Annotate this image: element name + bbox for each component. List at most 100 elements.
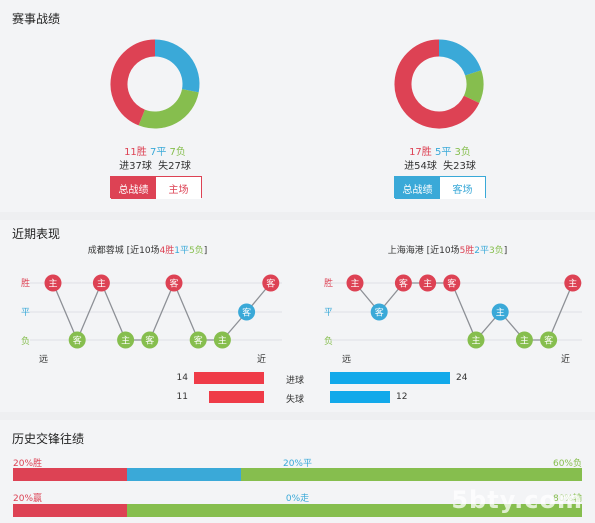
left-far-label: 远 [39, 355, 49, 365]
venue-label: 主 [121, 335, 130, 347]
venue-label: 客 [375, 307, 384, 319]
season-record-section: 赛事战绩 11胜 7平 7负 进37球 失27球 总战绩 主场 17胜 5平 3… [0, 0, 595, 212]
section-title: 历史交锋往绩 [12, 432, 85, 446]
draw-slice [154, 39, 200, 93]
left-near-label: 近 [257, 355, 267, 365]
head-to-head-section: 历史交锋往绩 20%胜 20%平 60%负 20%赢 0%走 80%输 5bty… [0, 420, 595, 523]
h2h-handicap-win-label: 20%赢 [13, 494, 43, 504]
left-wins: 11胜 [124, 147, 147, 158]
right-conceded-bar [330, 391, 390, 403]
right-form-header: 上海海港 [近10场5胜2平3负] [387, 246, 508, 256]
left-tabs: 总战绩 主场 [110, 176, 202, 199]
right-wins: 17胜 [409, 147, 432, 158]
h2h-handicap-loss-segment [126, 504, 582, 517]
match-marker-win[interactable] [394, 274, 412, 292]
venue-label: 客 [447, 278, 456, 290]
venue-label: 主 [568, 278, 577, 290]
draw-slice [438, 39, 482, 76]
right-team-name: 上海海港 [387, 246, 424, 256]
match-marker-loss[interactable] [213, 331, 231, 349]
match-marker-win[interactable] [44, 274, 62, 292]
venue-label: 客 [399, 278, 408, 290]
left-form-header: 成都蓉城 [近10场4胜1平5负] [87, 246, 208, 256]
left-draws: 7平 [149, 147, 167, 158]
h2h-result-bar [13, 468, 582, 481]
match-marker-draw[interactable] [238, 303, 256, 321]
left-goals-bar [194, 372, 264, 384]
match-marker-win[interactable] [419, 274, 437, 292]
match-marker-draw[interactable] [370, 303, 388, 321]
conceded-label: 失球 [286, 395, 305, 405]
match-marker-win[interactable] [346, 274, 364, 292]
left-goals-line: 进37球 失27球 [119, 161, 191, 172]
h2h-win-segment [13, 468, 127, 481]
tab-total-record[interactable]: 总战绩 [395, 177, 440, 199]
venue-label: 客 [73, 335, 82, 347]
match-marker-loss[interactable] [141, 331, 159, 349]
venue-label: 主 [471, 335, 480, 347]
right-losses: 3负 [454, 147, 471, 158]
form-line [52, 281, 272, 342]
tab-away[interactable]: 客场 [440, 177, 485, 199]
right-goals-bar [330, 372, 450, 384]
match-marker-win[interactable] [564, 274, 582, 292]
right-goals-value: 24 [456, 373, 468, 383]
left-team-name: 成都蓉城 [87, 246, 124, 256]
right-near-label: 近 [561, 355, 571, 365]
h2h-loss-segment [240, 468, 582, 481]
left-conceded-bar [209, 391, 264, 403]
row-label-loss: 负 [21, 337, 31, 347]
win-slice [394, 39, 480, 129]
venue-label: 客 [145, 335, 154, 347]
right-donut-chart [394, 39, 484, 129]
venue-label: 主 [97, 278, 106, 290]
venue-label: 主 [350, 278, 359, 290]
left-losses: 7负 [169, 147, 186, 158]
match-marker-win[interactable] [92, 274, 110, 292]
venue-label: 客 [544, 335, 553, 347]
tab-total-record[interactable]: 总战绩 [111, 177, 156, 199]
goals-label: 进球 [286, 376, 305, 386]
form-line [354, 282, 574, 342]
h2h-handicap-loss-label: 80%输 [552, 494, 582, 504]
right-tabs: 总战绩 客场 [394, 176, 486, 199]
row-label-win: 胜 [324, 279, 334, 289]
section-title: 赛事战绩 [12, 12, 61, 26]
match-marker-loss[interactable] [189, 331, 207, 349]
match-marker-loss[interactable] [117, 331, 135, 349]
win-slice [110, 39, 156, 126]
h2h-draw-label: 20%平 [282, 459, 312, 469]
tab-home[interactable]: 主场 [156, 177, 201, 199]
right-record-line: 17胜 5平 3负 [285, 143, 595, 158]
match-marker-loss[interactable] [68, 331, 86, 349]
venue-label: 客 [169, 278, 178, 290]
match-marker-win[interactable] [443, 274, 461, 292]
h2h-handicap-win-segment [13, 504, 127, 517]
row-label-draw: 平 [324, 308, 334, 318]
h2h-handicap-push-label: 0%走 [285, 494, 310, 504]
match-marker-win[interactable] [165, 274, 183, 292]
venue-label: 主 [423, 278, 432, 290]
recent-form-section: 近期表现 成都蓉城 [近10场4胜1平5负] 上海海港 [近10场5胜2平3负]… [0, 220, 595, 412]
h2h-draw-segment [126, 468, 241, 481]
match-marker-loss[interactable] [540, 331, 558, 349]
venue-label: 主 [496, 307, 505, 319]
watermark-logo: 5bty.com [451, 486, 583, 514]
venue-label: 客 [194, 335, 203, 347]
right-far-label: 远 [342, 355, 352, 365]
left-conceded-value: 11 [176, 392, 188, 402]
match-marker-draw[interactable] [491, 303, 509, 321]
h2h-win-label: 20%胜 [13, 459, 43, 469]
right-goals-line: 进54球 失23球 [404, 161, 476, 172]
match-marker-loss[interactable] [467, 331, 485, 349]
match-marker-win[interactable] [262, 274, 280, 292]
left-goals-value: 14 [176, 373, 188, 383]
venue-label: 主 [48, 278, 57, 290]
right-conceded-value: 12 [396, 392, 408, 402]
loss-slice [138, 88, 199, 129]
venue-label: 客 [266, 278, 275, 290]
section-title: 近期表现 [12, 227, 61, 241]
right-draws: 5平 [434, 147, 452, 158]
match-marker-loss[interactable] [515, 331, 533, 349]
